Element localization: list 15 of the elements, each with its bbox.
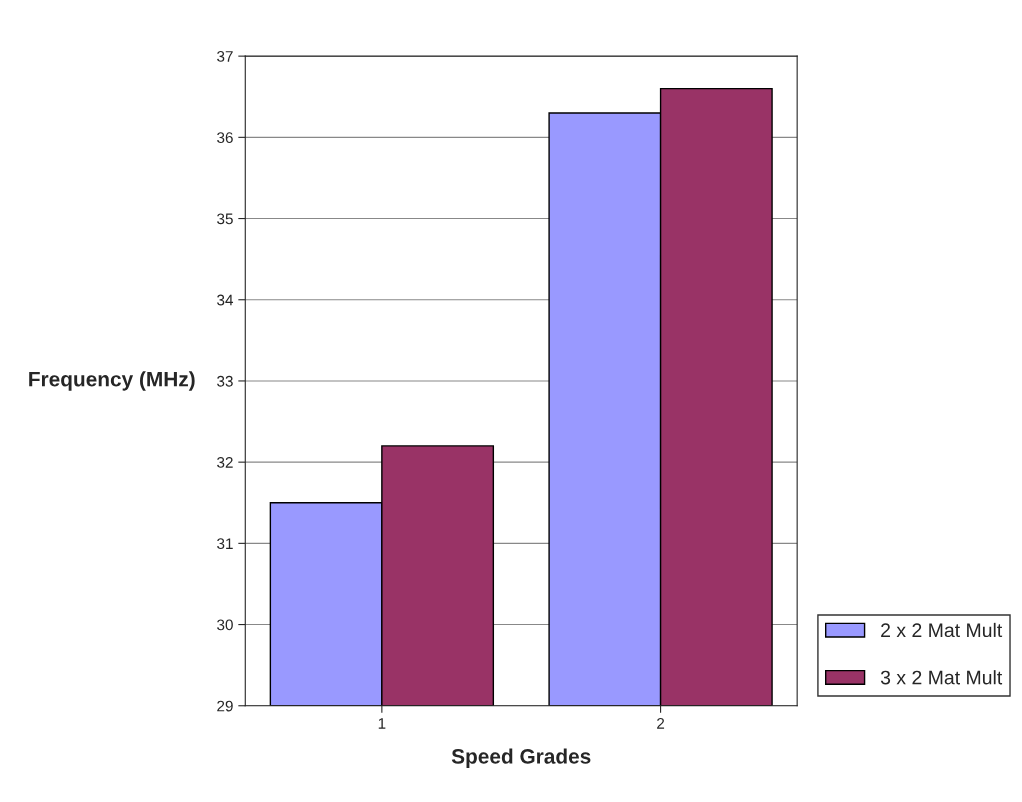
y-tick-label: 36 <box>217 132 233 144</box>
y-axis-title: Frequency (MHz) <box>29 371 195 391</box>
y-tick-label: 33 <box>217 375 233 387</box>
x-tick-label: 2 <box>657 717 665 729</box>
y-tick-label: 35 <box>217 213 233 225</box>
x-axis-title: Speed Grades <box>451 748 591 768</box>
x-tick-label: 1 <box>378 718 386 729</box>
y-tick-label: 29 <box>217 700 233 712</box>
y-tick-label: 37 <box>217 51 233 62</box>
y-tick-label: 30 <box>217 619 233 631</box>
legend-label: 2 x 2 Mat Mult <box>881 622 1003 638</box>
y-tick-label: 32 <box>217 457 233 468</box>
y-tick-label: 31 <box>217 538 233 550</box>
legend-label: 3 x 2 Mat Mult <box>880 670 1003 685</box>
y-tick-label: 34 <box>217 294 234 306</box>
